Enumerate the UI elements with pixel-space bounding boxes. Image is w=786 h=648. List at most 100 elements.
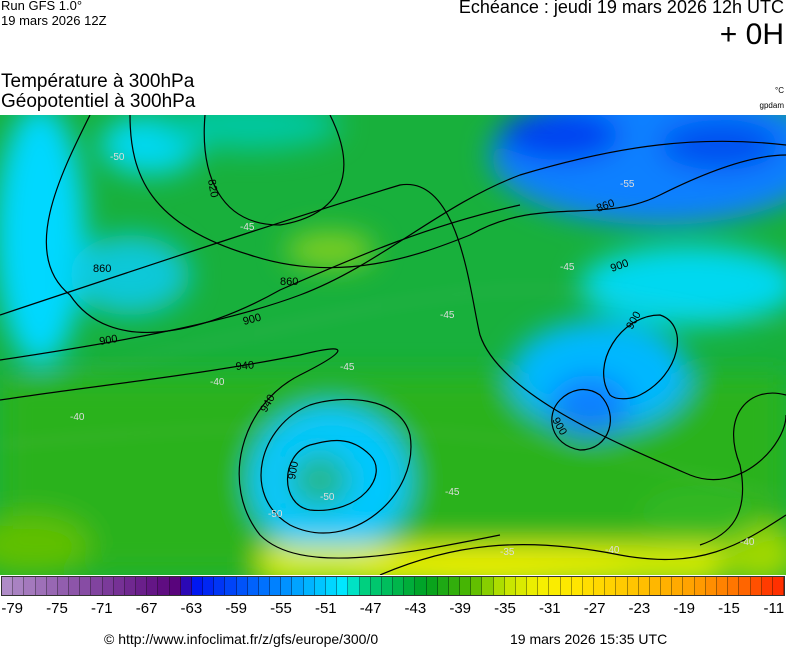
colorbar-swatch xyxy=(415,577,427,595)
colorbar-swatch xyxy=(672,577,684,595)
colorbar-swatch xyxy=(13,577,25,595)
colorbar-swatch xyxy=(46,577,58,595)
colorbar-swatch xyxy=(35,577,47,595)
temperature-label: -40 xyxy=(210,377,225,388)
geopotential-label: 940 xyxy=(235,359,254,373)
colorbar-swatch xyxy=(582,577,595,595)
colorbar-swatch xyxy=(393,577,405,595)
colorbar-swatch xyxy=(761,577,773,595)
map-titles: Température à 300hPa Géopotentiel à 300h… xyxy=(1,72,195,112)
colorbar-tick-label: -15 xyxy=(718,600,740,617)
colorbar-swatch xyxy=(527,577,539,595)
colorbar-tick-label: -67 xyxy=(135,600,158,617)
colorbar-tick-label: -39 xyxy=(449,600,472,617)
colorbar-tick-label: -35 xyxy=(494,600,516,617)
contour-940-b xyxy=(0,184,786,481)
colorbar-swatch xyxy=(404,577,416,595)
forecast-valid-time: Echéance : jeudi 19 mars 2026 12h UTC xyxy=(458,0,784,17)
geopotential-label: 860 xyxy=(280,276,298,288)
geopotential-label: 820 xyxy=(205,178,220,198)
temperature-label: -40 xyxy=(605,545,620,556)
colorbar-swatch xyxy=(348,577,360,595)
contour-900-low xyxy=(260,398,412,534)
run-date: 19 mars 2026 12Z xyxy=(1,13,107,28)
geopotential-label: 860 xyxy=(93,263,111,275)
colorbar-tick-labels: -79 -75 -71 -67 -63 -59 -55 -51 -47 -43 -39 -35 -31 -… xyxy=(0,600,786,620)
unit-temperature: °C xyxy=(775,86,784,95)
colorbar-swatch xyxy=(314,577,326,595)
colorbar-tick-label: -47 xyxy=(359,600,382,617)
temperature-label: -45 xyxy=(440,310,455,321)
geopotential-label: 900 xyxy=(286,460,301,480)
colorbar-swatch xyxy=(281,577,293,595)
colorbar-swatch xyxy=(649,577,662,595)
colorbar-swatch xyxy=(705,577,717,595)
temperature-label: -50 xyxy=(268,509,283,520)
run-model: Run GFS 1.0° xyxy=(1,0,83,13)
colorbar-tick-label: -55 xyxy=(270,600,292,617)
colorbar-swatch xyxy=(124,577,137,595)
run-info: Run GFS 1.0° 19 mars 2026 12Z xyxy=(1,0,107,28)
colorbar-swatch xyxy=(169,577,181,595)
colorbar-swatch xyxy=(381,577,394,595)
colorbar-swatch xyxy=(605,577,617,595)
colorbar-tick-label: -59 xyxy=(225,600,248,617)
geopotential-label: 900 xyxy=(242,312,263,328)
colorbar-swatch xyxy=(359,577,371,595)
colorbar-swatch xyxy=(57,577,70,595)
colorbar-tick-label: -71 xyxy=(90,600,113,617)
temperature-label: -45 xyxy=(240,222,255,233)
colorbar-tick-label: -19 xyxy=(673,600,696,617)
colorbar-tick-label: -51 xyxy=(314,600,337,617)
geopotential-label: 900 xyxy=(609,257,630,275)
temperature-label: -40 xyxy=(70,412,85,423)
colorbar-swatch xyxy=(247,577,259,595)
title-temperature: Température à 300hPa xyxy=(1,71,195,92)
colorbar-swatch xyxy=(80,577,92,595)
temperature-field xyxy=(0,115,786,575)
colorbar-swatch xyxy=(2,577,14,595)
colorbar-tick-label: -43 xyxy=(404,600,427,617)
colorbar-swatch xyxy=(303,577,315,595)
contour-900 xyxy=(0,140,786,361)
temperature-label: -50 xyxy=(110,152,125,163)
colorbar-swatch xyxy=(471,577,483,595)
lead-time: + 0H xyxy=(719,18,784,51)
colorbar-swatch xyxy=(147,577,159,595)
temperature-label: -45 xyxy=(445,487,460,498)
colorbar-swatch xyxy=(370,577,382,595)
colorbar-swatch xyxy=(750,577,762,595)
contour-south xyxy=(379,514,786,575)
title-geopotential: Géopotentiel à 300hPa xyxy=(1,91,196,112)
colorbar-swatch xyxy=(337,577,349,595)
colorbar-tick-label: -23 xyxy=(628,600,651,617)
colorbar-swatch xyxy=(258,577,271,595)
temperature-label: -50 xyxy=(320,492,335,503)
colorbar-swatch xyxy=(538,577,550,595)
colorbar-swatch xyxy=(571,577,583,595)
colorbar-swatch xyxy=(270,577,282,595)
colorbar-tick-label: -11 xyxy=(763,600,785,617)
colorbar-swatch xyxy=(482,577,494,595)
colorbar-swatch xyxy=(515,577,528,595)
colorbar-tick-label: -79 xyxy=(1,600,24,617)
geopotential-contours xyxy=(0,115,786,575)
colorbar-swatch xyxy=(136,577,148,595)
temperature-label: -40 xyxy=(740,537,755,548)
colorbar-tick-label: -63 xyxy=(180,600,203,617)
colorbar-swatch xyxy=(102,577,114,595)
unit-geopotential: gpdam xyxy=(759,101,784,110)
colorbar-swatch xyxy=(426,577,438,595)
colorbar-swatch xyxy=(24,577,36,595)
generation-date: 19 mars 2026 15:35 UTC xyxy=(510,631,668,647)
colorbar-swatch xyxy=(594,577,606,595)
contour-940 xyxy=(0,348,501,559)
temperature-label: -55 xyxy=(620,179,635,190)
colorbar-swatch xyxy=(504,577,516,595)
colorbar-swatch xyxy=(493,577,505,595)
colorbar-swatch xyxy=(448,577,461,595)
geopotential-label: 900 xyxy=(98,333,118,348)
colorbar-swatch xyxy=(616,577,628,595)
